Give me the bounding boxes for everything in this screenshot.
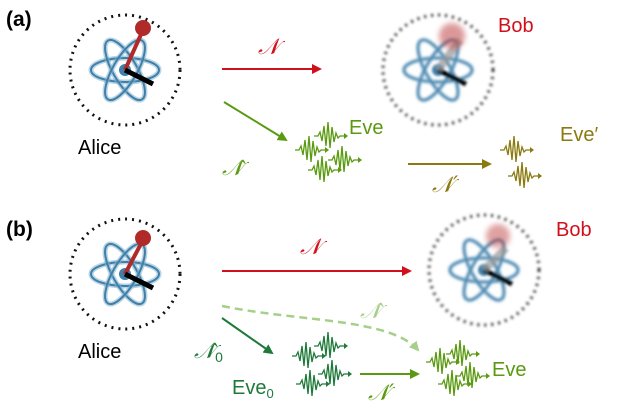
panel-b-label: (b) — [6, 218, 33, 241]
complement0-label-b: 𝒩̂0 — [194, 339, 223, 365]
channel-label-a: 𝒩 — [258, 35, 286, 60]
clock-hand-icon — [123, 230, 155, 291]
bob-label-a: Bob — [498, 15, 534, 37]
complement-dashed-arrow-b — [221, 304, 420, 352]
wave-packet-icon — [499, 135, 543, 189]
eve0-label-b: Eve0 — [232, 377, 274, 401]
clock-icon — [427, 213, 541, 327]
alice-clock-a — [68, 13, 182, 127]
clock-hand-icon — [123, 20, 155, 87]
complement-arrow-a — [223, 101, 288, 142]
complement0-arrow-b — [221, 317, 274, 355]
alice-label-b: Alice — [78, 341, 121, 363]
clock-hand-icon — [486, 224, 510, 248]
clock-icon — [68, 13, 182, 127]
channel-prime-label-a: 𝒩′ — [432, 173, 460, 198]
clock-icon — [68, 217, 182, 331]
bob-clock-a — [381, 13, 495, 127]
alice-clock-b — [68, 217, 182, 331]
complement-label-b: 𝒩̂ — [360, 299, 388, 324]
channel-prime-label-b: 𝒩′ — [368, 381, 396, 406]
panel-a-label: (a) — [6, 8, 32, 31]
wave-packet-icon — [425, 339, 491, 397]
clock-hand-icon — [439, 23, 465, 49]
clock-icon — [381, 13, 495, 127]
bob-clock-b — [427, 213, 541, 327]
wave-packet-icon — [291, 331, 353, 397]
channel-label-b: 𝒩 — [300, 235, 328, 260]
eve-label-b: Eve — [492, 359, 526, 381]
alice-label-a: Alice — [78, 137, 121, 159]
bob-label-b: Bob — [556, 219, 592, 241]
eve-prime-label-a: Eve′ — [560, 124, 598, 146]
eve-label-a: Eve — [349, 117, 383, 139]
complement-label-a: 𝒩̂ — [222, 156, 250, 181]
